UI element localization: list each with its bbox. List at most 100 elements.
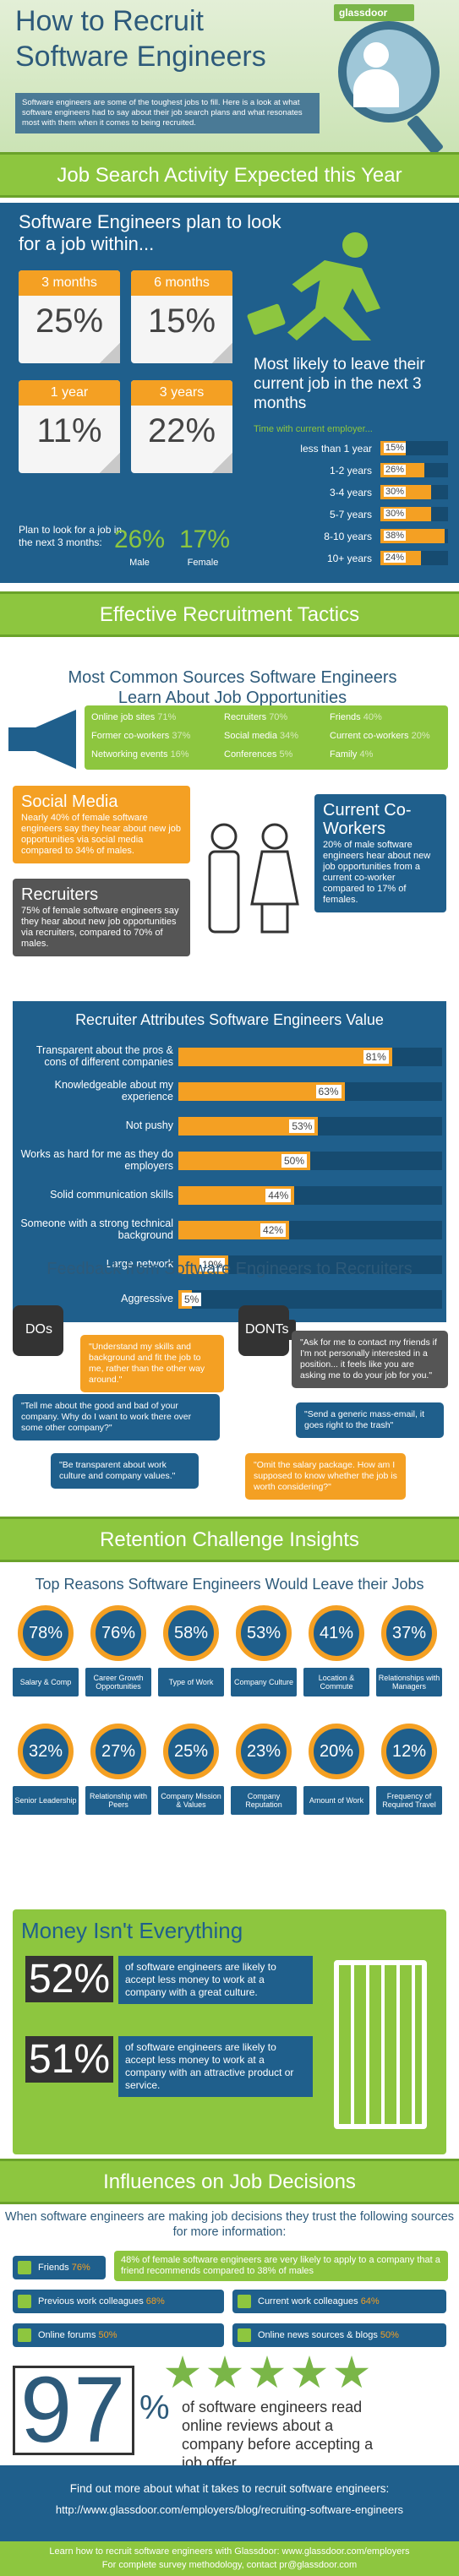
male-label: Male — [129, 558, 150, 568]
influence-value: 76% — [71, 2263, 90, 2273]
glassdoor-logo[interactable]: glassdoor — [334, 4, 414, 21]
attribute-row: Aggressive 5% — [13, 1282, 446, 1315]
attribute-bar — [178, 1117, 319, 1136]
source-item: Conferences 5% — [224, 749, 292, 760]
star-icon — [165, 2355, 200, 2388]
big-number: 97 — [13, 2364, 135, 2457]
attributes-title: Recruiter Attributes Software Engineers … — [75, 1011, 384, 1028]
reason-label: Location & Commute — [303, 1668, 369, 1696]
source-value: 71% — [157, 712, 177, 722]
reason-label: Frequency of Required Travel — [376, 1786, 442, 1815]
section-bar-retention: Retention Challenge Insights — [0, 1517, 459, 1562]
calendar-value: 15% — [147, 302, 216, 340]
reason-label: Relationships with Managers — [376, 1668, 442, 1696]
reason-label: Career Growth Opportunities — [85, 1668, 151, 1696]
reason-value: 78% — [28, 1624, 63, 1642]
footer-line4: For complete survey methodology, contact… — [101, 2560, 358, 2570]
tenure-track: 38% — [380, 529, 448, 543]
influence-previous-colleagues: Previous work colleagues 68% — [13, 2290, 224, 2313]
influence-current-colleagues: Current work colleagues 64% — [232, 2290, 446, 2313]
page-title-line1: How to Recruit — [15, 5, 204, 37]
donts-quote: "Ask for me to contact my friends if I'm… — [292, 1331, 448, 1388]
calendar-value: 22% — [147, 412, 216, 449]
source-item: Online job sites 71% — [91, 712, 176, 722]
reason-label: Company Culture — [231, 1668, 297, 1696]
calendar-3-years: 3 years 22% — [131, 380, 232, 473]
attribute-label: Not pushy — [125, 1119, 173, 1131]
reason-value: 32% — [28, 1742, 63, 1761]
callout-title: Recruiters — [21, 885, 99, 904]
source-item: Family 4% — [330, 749, 373, 760]
section-bar-job-search: Job Search Activity Expected this Year — [0, 152, 459, 198]
reason-value: 41% — [319, 1624, 354, 1642]
check-icon — [18, 2295, 31, 2308]
male-pct: 26% — [114, 526, 166, 553]
big-pct: % — [139, 2389, 170, 2426]
calendar-value: 11% — [36, 412, 102, 449]
tenure-row: 3-4 years 30% — [254, 483, 448, 502]
reason-ring: 58% — [163, 1605, 219, 1661]
runner-head-icon — [342, 232, 368, 258]
calendar-label: 3 months — [19, 270, 120, 296]
source-value: 70% — [269, 712, 288, 722]
source-name: Current co-workers — [330, 731, 409, 741]
runner-icon — [287, 260, 380, 340]
person-body-icon — [353, 69, 399, 107]
attribute-row: Transparent about the pros & cons of dif… — [13, 1039, 446, 1073]
attribute-value: 81% — [363, 1050, 389, 1064]
influence-name: Friends — [38, 2263, 69, 2273]
attribute-value: 63% — [315, 1085, 342, 1098]
reason-value: 20% — [319, 1742, 354, 1761]
source-name: Social media — [224, 731, 277, 741]
source-name: Family — [330, 749, 358, 760]
tenure-value: 38% — [384, 531, 407, 541]
callout-title: Current Co-Workers — [323, 801, 412, 838]
reasons-title: Top Reasons Software Engineers Would Lea… — [35, 1576, 424, 1593]
attribute-row: Large network 19% — [13, 1247, 446, 1281]
reason-value: 58% — [173, 1624, 209, 1642]
source-item: Social media 34% — [224, 731, 298, 741]
source-item: Networking events 16% — [91, 749, 189, 760]
source-item: Current co-workers 20% — [330, 731, 430, 741]
reason-value: 23% — [246, 1742, 281, 1761]
reason-label: Salary & Comp — [13, 1668, 79, 1696]
attribute-bar — [178, 1152, 310, 1170]
attribute-row: Not pushy 53% — [13, 1108, 446, 1142]
reason-ring: 41% — [309, 1605, 364, 1661]
reason-ring: 76% — [90, 1605, 146, 1661]
briefcase-icon — [246, 302, 287, 336]
check-icon — [18, 2328, 31, 2342]
reason-ring: 78% — [18, 1605, 74, 1661]
attribute-row: Solid communication skills 44% — [13, 1178, 446, 1212]
tenure-row: 10+ years 24% — [254, 549, 448, 568]
footer: Find out more about what it takes to rec… — [0, 2465, 459, 2541]
money-text: of software engineers are likely to acce… — [118, 2036, 313, 2097]
calendar-label: 6 months — [131, 270, 232, 296]
footer-line1: Find out more about what it takes to rec… — [69, 2482, 390, 2495]
footer-link[interactable]: http://www.glassdoor.com/employers/blog/… — [55, 2503, 404, 2516]
job-search-section: Software Engineers plan to look for a jo… — [0, 203, 459, 583]
tenure-row: 8-10 years 38% — [254, 527, 448, 546]
feedback-title: Feedback from Software Engineers to Recr… — [46, 1260, 413, 1278]
tenure-row: 5-7 years 30% — [254, 505, 448, 524]
star-icon — [334, 2355, 369, 2388]
source-item: Recruiters 70% — [224, 712, 287, 722]
tactics-section: Most Common Sources Software Engineers L… — [0, 667, 459, 1419]
dos-quote: "Be transparent about work culture and c… — [51, 1453, 199, 1489]
attribute-bar — [178, 1082, 345, 1101]
attribute-row: Works as hard for me as they do employer… — [13, 1143, 446, 1177]
reason-label: Senior Leadership — [13, 1786, 79, 1815]
donts-label: DONTs — [238, 1320, 296, 1340]
recruiters-callout: Recruiters 75% of female software engine… — [13, 879, 190, 956]
tenure-track: 26% — [380, 463, 448, 477]
reason-label: Company Mission & Values — [158, 1786, 224, 1815]
reason-ring: 53% — [236, 1605, 292, 1661]
tenure-label: 1-2 years — [329, 465, 372, 477]
trash-bin-icon — [334, 1960, 427, 2129]
tenure-value: 30% — [384, 487, 407, 497]
source-name: Recruiters — [224, 712, 267, 722]
section-title: Job Search Activity Expected this Year — [57, 164, 402, 187]
attribute-label: Someone with a strong technical backgrou… — [20, 1217, 173, 1241]
tenure-label: Time with current employer... — [254, 424, 373, 434]
reason-value: 25% — [173, 1742, 209, 1761]
